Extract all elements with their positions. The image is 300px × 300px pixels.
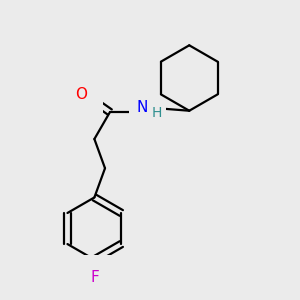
Text: N: N (136, 100, 148, 116)
Text: H: H (152, 106, 162, 120)
Text: F: F (90, 270, 99, 285)
Text: O: O (75, 87, 87, 102)
